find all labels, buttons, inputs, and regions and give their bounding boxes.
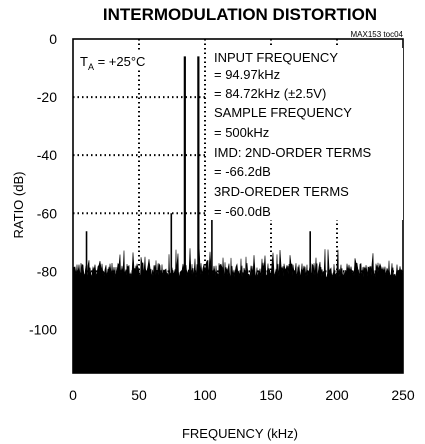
x-tick-labels: 0 50 100 150 200 250 <box>69 387 415 403</box>
temperature-subscript: A <box>88 62 94 72</box>
spectrum-lines <box>85 56 311 373</box>
y-tick-label: -20 <box>37 89 57 105</box>
temperature-label: TA = +25°C <box>80 54 145 72</box>
x-tick-label: 200 <box>325 387 349 403</box>
annotation-line-7: 3RD-OREDER TERMS <box>214 184 349 199</box>
annotation-background <box>207 48 403 220</box>
y-tick-label: -100 <box>29 321 57 337</box>
y-tick-label: 0 <box>49 31 57 47</box>
y-tick-labels: 0 -20 -40 -60 -80 -100 <box>29 31 57 337</box>
temperature-annotation: TA = +25°C <box>76 50 172 72</box>
x-tick-label: 250 <box>391 387 415 403</box>
x-axis-label: FREQUENCY (kHz) <box>182 426 298 441</box>
y-axis-label: RATIO (dB) <box>11 172 26 239</box>
x-tick-label: 100 <box>193 387 217 403</box>
noise-floor <box>72 244 404 374</box>
y-tick-label: -80 <box>37 263 57 279</box>
annotation-line-1: = 94.97kHz <box>214 67 280 82</box>
annotation-line-6: = -66.2dB <box>214 164 271 179</box>
annotation-line-5: IMD: 2ND-ORDER TERMS <box>214 145 372 160</box>
temperature-prefix: T <box>80 54 88 69</box>
annotation-block: INPUT FREQUENCY = 94.97kHz = 84.72kHz (±… <box>207 48 403 220</box>
temperature-value: = +25°C <box>94 54 145 69</box>
annotation-line-0: INPUT FREQUENCY <box>214 50 338 65</box>
annotation-line-8: = -60.0dB <box>214 204 271 219</box>
temperature-annotation-background <box>76 50 172 70</box>
y-tick-label: -40 <box>37 147 57 163</box>
figure-code: MAX153 toc04 <box>351 30 404 39</box>
annotation-line-2: = 84.72kHz (±2.5V) <box>214 86 326 101</box>
x-tick-label: 0 <box>69 387 77 403</box>
chart-title: INTERMODULATION DISTORTION <box>103 5 377 24</box>
y-tick-label: -60 <box>37 205 57 221</box>
annotation-line-3: SAMPLE FREQUENCY <box>214 105 352 120</box>
noise-floor-area <box>72 244 404 374</box>
x-tick-label: 50 <box>131 387 147 403</box>
annotation-line-4: = 500kHz <box>214 125 269 140</box>
x-tick-label: 150 <box>259 387 283 403</box>
